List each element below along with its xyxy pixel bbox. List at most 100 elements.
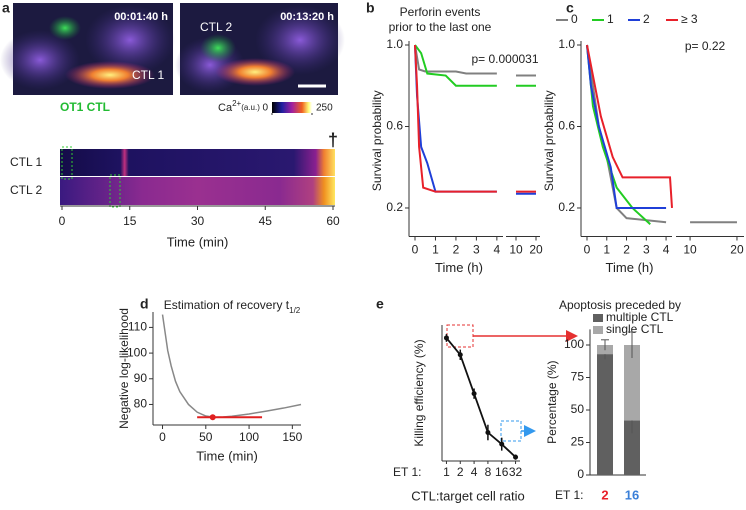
survival-curve bbox=[586, 44, 673, 209]
x-tick-label: 4 bbox=[663, 243, 670, 257]
x-axis-label: CTL:target cell ratio bbox=[411, 488, 524, 503]
panel-label: e bbox=[376, 296, 384, 312]
x-tick-label: 8 bbox=[485, 465, 492, 479]
y-tick-label: 25 bbox=[571, 435, 585, 449]
x-tick-label: 10 bbox=[509, 243, 523, 257]
x-tick-label: 3 bbox=[473, 243, 480, 257]
colorbar-tick-label: 0 bbox=[262, 103, 268, 114]
x-tick-label: 1 bbox=[443, 465, 450, 479]
cell-blob bbox=[85, 5, 175, 75]
y-tick-label: 50 bbox=[571, 402, 585, 416]
cell-label: CTL 2 bbox=[200, 20, 233, 34]
x-tick-label: 2 bbox=[601, 487, 608, 502]
y-axis-label: Negative log-likelihood bbox=[117, 308, 131, 429]
highlight-box bbox=[109, 174, 121, 208]
x-tick-prefix: ET 1: bbox=[393, 465, 421, 479]
legend-swatch bbox=[593, 314, 603, 322]
panel-label: d bbox=[140, 296, 149, 312]
legend-label: 1 bbox=[607, 12, 614, 26]
x-tick-label: 0 bbox=[584, 243, 591, 257]
legend-label: single CTL bbox=[606, 322, 664, 336]
cell-type: OT1 CTL bbox=[60, 100, 110, 114]
y-tick-label: 0.2 bbox=[386, 200, 403, 214]
y-tick-label: 100 bbox=[564, 337, 584, 351]
title-main: Estimation of recovery t bbox=[164, 298, 290, 312]
highlight-box bbox=[500, 420, 522, 442]
y-axis-label: Killing efficiency (%) bbox=[412, 339, 426, 446]
x-tick-label: 16 bbox=[495, 465, 509, 479]
x-tick-label: 1 bbox=[603, 243, 610, 257]
highlight-box bbox=[61, 146, 73, 180]
x-axis-label: Time (min) bbox=[167, 234, 229, 249]
timestamp: 00:13:20 h bbox=[280, 11, 334, 23]
data-point bbox=[443, 335, 449, 341]
x-tick-label: 45 bbox=[259, 214, 273, 228]
cell-blob bbox=[255, 5, 345, 75]
cell-blob bbox=[200, 34, 236, 62]
colorbar-label-sup: 2+ bbox=[232, 99, 241, 108]
panel-label: b bbox=[366, 0, 375, 16]
x-tick-label: 20 bbox=[529, 243, 543, 257]
survival-curve bbox=[414, 44, 497, 193]
row-label: CTL 2 bbox=[10, 183, 43, 197]
x-tick-label: 16 bbox=[625, 487, 639, 502]
legend-label: multiple CTL bbox=[606, 310, 674, 324]
y-tick-label: 110 bbox=[128, 320, 147, 334]
x-tick-label: 1 bbox=[432, 243, 439, 257]
y-tick-label: 80 bbox=[134, 397, 148, 411]
x-tick-label: 32 bbox=[509, 465, 523, 479]
cell-blob bbox=[65, 61, 155, 89]
chart-title: Estimation of recovery t1/2 bbox=[164, 298, 301, 314]
trend-line bbox=[445, 337, 517, 458]
survival-curve bbox=[414, 44, 497, 75]
y-tick-label: 90 bbox=[134, 371, 148, 385]
x-tick-label: 60 bbox=[326, 214, 340, 228]
survival-curve bbox=[586, 44, 651, 226]
x-tick-label: 2 bbox=[453, 243, 460, 257]
colorbar-label-main: Ca bbox=[218, 102, 233, 114]
x-axis-label: Time (h) bbox=[435, 260, 483, 275]
survival-curve bbox=[414, 44, 497, 87]
panel-label: a bbox=[2, 0, 10, 16]
data-point bbox=[485, 430, 491, 436]
x-tick-label: 2 bbox=[623, 243, 630, 257]
x-tick-label: 150 bbox=[282, 430, 302, 444]
chart-title: Apoptosis preceded by bbox=[559, 298, 681, 312]
x-tick-label: 50 bbox=[199, 430, 213, 444]
x-tick-label: 4 bbox=[471, 465, 478, 479]
annotation: p= 0.22 bbox=[685, 39, 726, 53]
x-tick-label: 4 bbox=[494, 243, 501, 257]
colorbar bbox=[272, 102, 312, 113]
y-tick-label: 1.0 bbox=[558, 37, 575, 51]
data-point bbox=[471, 391, 477, 397]
legend-label: 2 bbox=[643, 12, 650, 26]
cell-label: CTL 1 bbox=[132, 68, 165, 82]
cell-blob bbox=[49, 16, 81, 40]
x-tick-prefix: ET 1: bbox=[555, 488, 583, 502]
data-point bbox=[513, 454, 519, 460]
x-tick-label: 100 bbox=[239, 430, 259, 444]
y-tick-label: 75 bbox=[571, 370, 585, 384]
panel-label: c bbox=[566, 0, 574, 16]
legend-swatch bbox=[593, 326, 603, 334]
chart-subtitle: prior to the last one bbox=[389, 20, 492, 34]
survival-curve bbox=[414, 44, 497, 193]
end-marker: † bbox=[328, 130, 338, 150]
kymograph-row bbox=[60, 177, 335, 205]
colorbar-label-unit: (a.u.) bbox=[241, 103, 260, 112]
y-axis-label: Survival probability bbox=[542, 90, 556, 191]
chart-title: Perforin events bbox=[400, 5, 481, 19]
bar-segment bbox=[597, 354, 613, 475]
annotation: p= 0.000031 bbox=[471, 52, 538, 66]
x-tick-label: 10 bbox=[683, 243, 697, 257]
likelihood-curve bbox=[161, 314, 302, 419]
x-tick-label: 0 bbox=[412, 243, 419, 257]
x-axis-label: Time (min) bbox=[196, 448, 258, 463]
micrograph: 00:13:20 h CTL 2 bbox=[175, 3, 345, 95]
y-tick-label: 0 bbox=[577, 467, 584, 481]
y-tick-label: 0.6 bbox=[386, 119, 403, 133]
x-tick-label: 0 bbox=[59, 214, 66, 228]
cell-blob bbox=[215, 58, 295, 86]
y-tick-label: 1.0 bbox=[386, 37, 403, 51]
